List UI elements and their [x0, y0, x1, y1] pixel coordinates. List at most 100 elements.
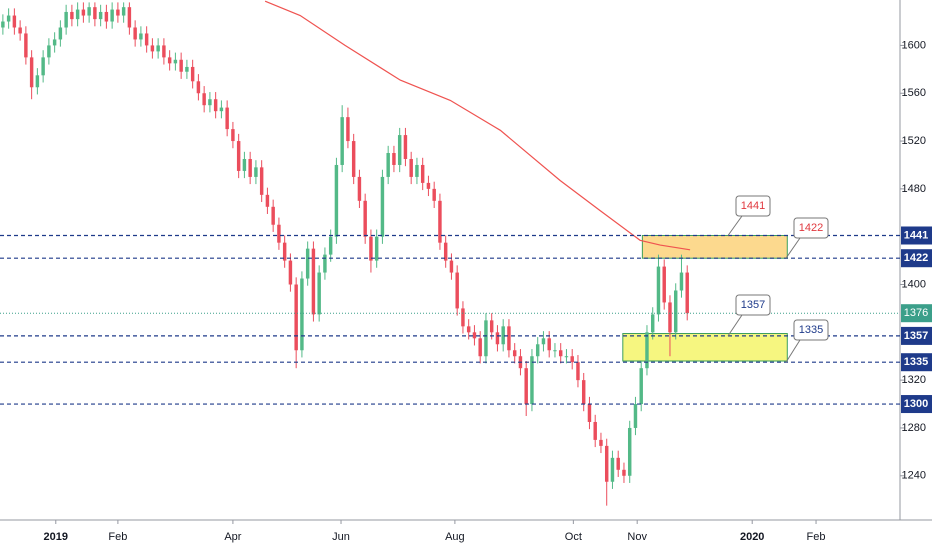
candle-body — [656, 266, 661, 315]
y-tick-label: 1520 — [902, 135, 926, 147]
candle-body — [558, 350, 563, 357]
candle-body — [380, 176, 385, 237]
candle-body — [265, 194, 270, 207]
callout-pointer — [727, 314, 743, 337]
candle-body — [242, 158, 247, 171]
callout-pointer — [785, 237, 801, 259]
y-tick-label: 1280 — [902, 422, 926, 434]
candle-body — [236, 141, 241, 171]
level-label: 1357 — [904, 330, 928, 342]
callout-pointer — [785, 339, 801, 363]
candle-body — [512, 350, 517, 357]
candle-body — [403, 135, 408, 159]
candle-body — [35, 75, 40, 88]
candle-body — [70, 11, 74, 20]
callout-label: 1422 — [799, 222, 823, 234]
candle-body — [1, 21, 5, 28]
candle-body — [587, 404, 592, 422]
candle-body — [397, 135, 402, 165]
candle-body — [507, 326, 511, 351]
candle-body — [150, 45, 155, 52]
candle-body — [167, 57, 172, 64]
candle-body — [564, 356, 569, 358]
candle-body — [110, 9, 114, 22]
candle-body — [104, 11, 109, 22]
level-box — [901, 395, 932, 414]
x-tick-label: Aug — [445, 531, 465, 543]
candle-body — [415, 164, 419, 177]
candle-body — [139, 33, 143, 40]
candle-body — [639, 368, 643, 405]
candle-body — [547, 338, 551, 351]
level-box — [901, 249, 932, 268]
callout-label: 1335 — [799, 324, 823, 336]
candle-body — [41, 57, 45, 76]
candle-body — [478, 338, 482, 357]
candle-body — [650, 314, 655, 333]
candle-body — [259, 167, 264, 195]
callout-box — [735, 294, 771, 316]
candle-body — [196, 81, 201, 94]
candle-body — [6, 15, 11, 22]
candle-body — [535, 344, 540, 357]
y-tick-label: 1560 — [902, 87, 926, 99]
candle-body — [12, 15, 17, 28]
x-tick-label: Feb — [807, 531, 826, 543]
candle-body — [162, 45, 166, 58]
x-tick-label: Nov — [627, 531, 647, 543]
y-tick-label: 1600 — [902, 39, 926, 51]
x-tick-label: 2020 — [740, 531, 764, 543]
candle-body — [679, 272, 684, 291]
candle-body — [179, 59, 183, 72]
candle-body — [449, 260, 454, 273]
candle-body — [662, 266, 666, 303]
candle-body — [622, 469, 626, 476]
candle-body — [570, 356, 574, 363]
candle-body — [581, 380, 586, 405]
candle-body — [47, 45, 51, 58]
candle-body — [627, 427, 632, 476]
candle-body — [616, 457, 620, 470]
candle-body — [190, 66, 195, 82]
candle-body — [501, 326, 505, 345]
candle-body — [87, 7, 91, 16]
candle-body — [409, 158, 413, 177]
candle-body — [288, 260, 293, 285]
candle-body — [93, 7, 97, 20]
candle-body — [392, 153, 396, 165]
candle-body — [277, 224, 281, 243]
candle-body — [346, 117, 350, 142]
callout-box — [793, 217, 829, 239]
candle-body — [461, 308, 465, 327]
candle-body — [98, 11, 103, 20]
candle-body — [541, 338, 546, 345]
candle-body — [185, 66, 189, 72]
candle-body — [426, 182, 431, 189]
last-price-box — [901, 304, 932, 323]
candle-body — [685, 272, 689, 314]
candle-body — [282, 242, 287, 261]
candle-body — [553, 350, 557, 352]
candle-body — [225, 107, 229, 130]
x-tick-label: Jun — [332, 531, 350, 543]
candle-body — [386, 153, 390, 177]
candle-body — [443, 242, 448, 261]
candle-body — [18, 27, 22, 34]
callout-pointer — [727, 215, 743, 236]
level-box — [901, 353, 932, 372]
candle-body — [213, 99, 218, 112]
candle-body — [668, 302, 672, 333]
level-label: 1300 — [904, 398, 928, 410]
level-label: 1335 — [904, 356, 928, 368]
candle-body — [334, 164, 339, 237]
candle-body — [127, 7, 132, 28]
candle-body — [231, 129, 235, 142]
candle-body — [219, 107, 224, 112]
zone — [622, 333, 788, 362]
x-tick-label: Apr — [224, 531, 241, 543]
candle-body — [420, 164, 425, 183]
candle-body — [604, 445, 609, 482]
candle-body — [340, 117, 344, 165]
candle-body — [75, 9, 80, 20]
moving-average — [264, 0, 691, 251]
